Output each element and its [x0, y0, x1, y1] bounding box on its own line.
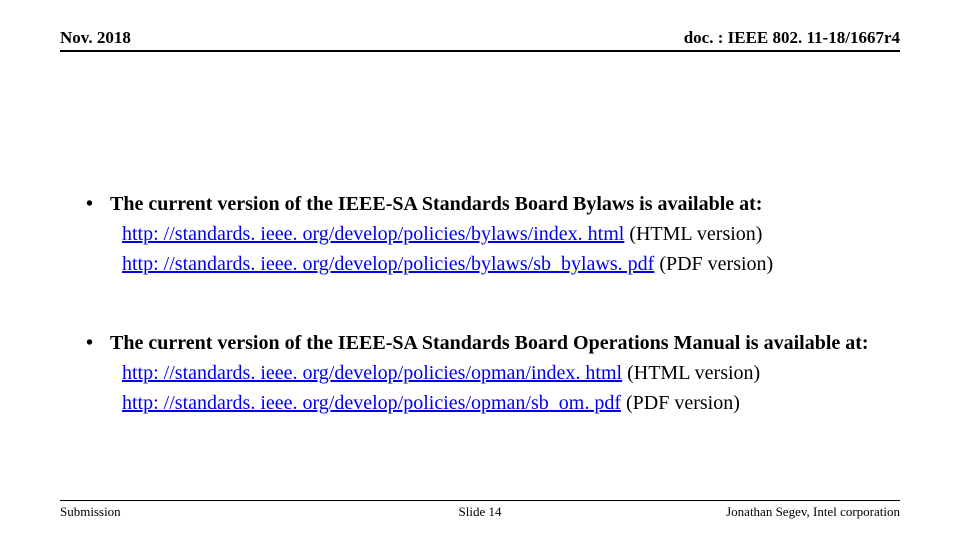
- slide-header: Nov. 2018 doc. : IEEE 802. 11-18/1667r4: [60, 28, 900, 52]
- opman-heading: The current version of the IEEE-SA Stand…: [110, 329, 900, 358]
- opman-pdf-link[interactable]: http: //standards. ieee. org/develop/pol…: [122, 392, 621, 414]
- bullet-icon: •: [80, 329, 110, 358]
- bylaws-heading: The current version of the IEEE-SA Stand…: [110, 190, 900, 219]
- opman-html-suffix: (HTML version): [622, 362, 760, 384]
- opman-section: • The current version of the IEEE-SA Sta…: [80, 329, 900, 418]
- bylaws-html-link[interactable]: http: //standards. ieee. org/develop/pol…: [122, 223, 624, 245]
- opman-pdf-line: http: //standards. ieee. org/develop/pol…: [80, 388, 900, 418]
- header-date: Nov. 2018: [60, 28, 131, 48]
- bylaws-heading-line: • The current version of the IEEE-SA Sta…: [80, 190, 900, 219]
- opman-html-link[interactable]: http: //standards. ieee. org/develop/pol…: [122, 362, 622, 384]
- opman-heading-line: • The current version of the IEEE-SA Sta…: [80, 329, 900, 358]
- bullet-icon: •: [80, 190, 110, 219]
- footer-author: Jonathan Segev, Intel corporation: [726, 504, 900, 520]
- bylaws-section: • The current version of the IEEE-SA Sta…: [80, 190, 900, 279]
- bylaws-pdf-line: http: //standards. ieee. org/develop/pol…: [80, 249, 900, 279]
- header-doc-id: doc. : IEEE 802. 11-18/1667r4: [684, 28, 900, 48]
- slide-content: • The current version of the IEEE-SA Sta…: [80, 190, 900, 468]
- footer-slide-number: Slide 14: [459, 504, 502, 520]
- slide-footer: Submission Slide 14 Jonathan Segev, Inte…: [60, 500, 900, 520]
- opman-html-line: http: //standards. ieee. org/develop/pol…: [80, 358, 900, 388]
- footer-left: Submission: [60, 504, 121, 520]
- bylaws-pdf-suffix: (PDF version): [654, 253, 773, 275]
- bylaws-html-suffix: (HTML version): [624, 223, 762, 245]
- bylaws-html-line: http: //standards. ieee. org/develop/pol…: [80, 219, 900, 249]
- opman-pdf-suffix: (PDF version): [621, 392, 740, 414]
- bylaws-pdf-link[interactable]: http: //standards. ieee. org/develop/pol…: [122, 253, 654, 275]
